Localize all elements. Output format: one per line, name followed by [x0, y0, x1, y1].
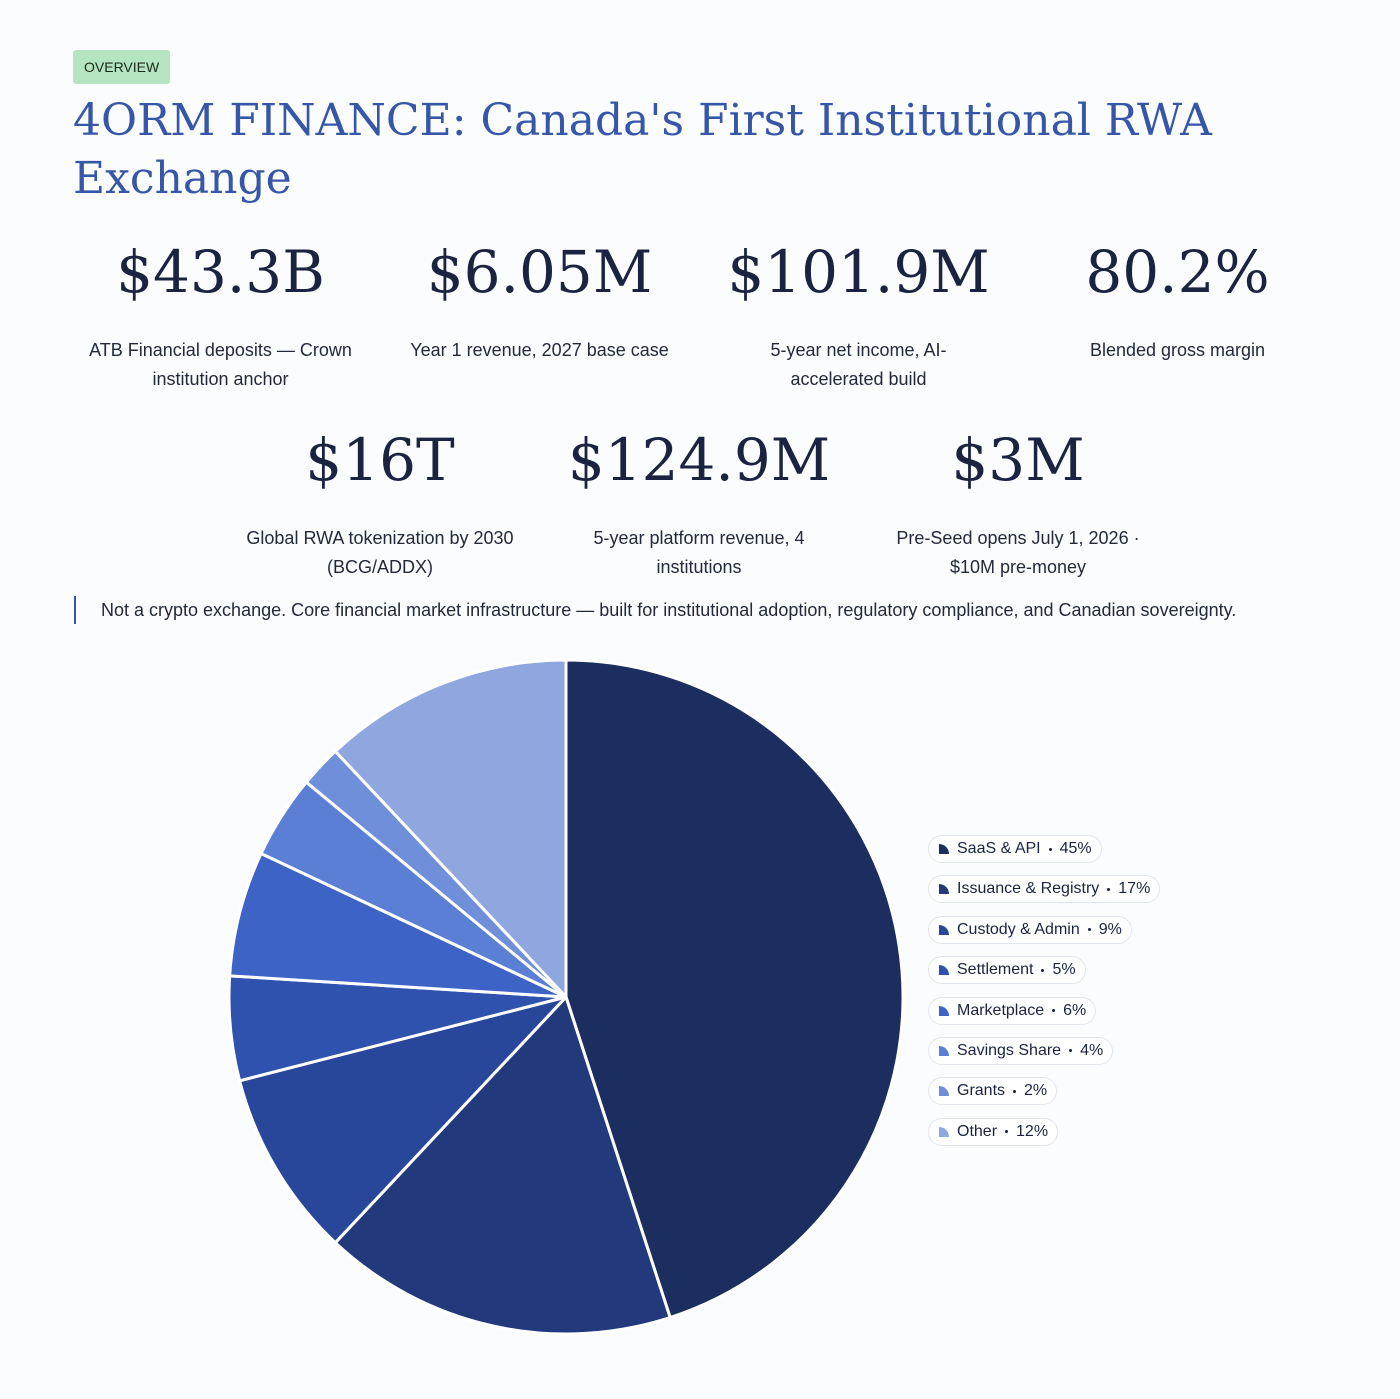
legend-item: Savings Share 4%	[928, 1036, 1114, 1065]
legend-separator	[1087, 928, 1091, 932]
legend-swatch-shape	[939, 884, 949, 895]
stat-value: $124.9M	[567, 426, 831, 494]
legend-label: Marketplace	[957, 1001, 1045, 1019]
legend-label: Custody & Admin	[957, 920, 1080, 938]
legend-value: 9%	[1098, 920, 1122, 938]
pie-slice	[333, 995, 672, 1336]
legend: SaaS & API 45% Issuance & Registry 17% Custo…	[928, 835, 1161, 1146]
stat-value: $101.9M	[727, 238, 990, 306]
legend-swatch-shape	[939, 1005, 949, 1016]
stat-label: Global RWA tokenization by 2030 (BCG/ADD…	[246, 528, 514, 577]
legend-label: Grants	[957, 1082, 1006, 1100]
stat: $43.3B ATB Financial deposits — Crown ins…	[61, 236, 380, 394]
legend-swatch-shape	[939, 1126, 949, 1137]
legend-item: Issuance & Registry 17%	[928, 875, 1161, 904]
legend-value: 5%	[1052, 961, 1076, 979]
legend-item: Settlement 5%	[928, 956, 1086, 985]
legend-separator	[1052, 1009, 1056, 1013]
legend-swatch	[939, 1005, 949, 1016]
title: 4ORM FINANCE: Canada's First Institution…	[73, 95, 1212, 204]
legend-separator	[1048, 847, 1052, 851]
legend-swatch	[939, 924, 949, 935]
stat-value: $43.3B	[116, 238, 325, 306]
stat: 80.2% Blended gross margin	[1018, 236, 1337, 394]
pie-chart	[227, 658, 905, 1336]
legend-swatch	[939, 965, 949, 976]
stat-value: $16T	[305, 426, 455, 494]
badge: OVERVIEW	[73, 50, 171, 84]
stat-label: ATB Financial deposits — Crown instituti…	[89, 340, 352, 389]
pie-slice	[238, 995, 568, 1245]
legend-label: SaaS & API	[957, 840, 1041, 857]
legend-swatch	[939, 884, 949, 895]
legend-label: Savings Share	[957, 1041, 1062, 1059]
legend-swatch	[939, 1045, 949, 1056]
legend-separator	[1005, 1130, 1009, 1134]
stat-value: 80.2%	[1085, 238, 1270, 306]
legend-value: 4%	[1080, 1041, 1104, 1059]
legend-item: SaaS & API 45%	[928, 835, 1102, 863]
legend-label: Issuance & Registry	[957, 880, 1100, 898]
legend-swatch-shape	[939, 844, 949, 854]
stat-row: $43.3B ATB Financial deposits — Crown ins…	[61, 236, 1337, 394]
legend-item: Marketplace 6%	[928, 996, 1097, 1025]
stat: $16T Global RWA tokenization by 2030 (BCG…	[221, 424, 540, 582]
stat-value: $6.05M	[426, 238, 653, 306]
pie-slice	[333, 658, 568, 999]
legend-separator	[1069, 1049, 1073, 1053]
legend-item: Custody & Admin 9%	[928, 915, 1132, 944]
legend-swatch	[939, 1086, 949, 1097]
legend-value: 6%	[1063, 1001, 1087, 1019]
legend-value: 17%	[1118, 880, 1151, 898]
pie-slice	[564, 658, 905, 1320]
stat: $124.9M 5-year platform revenue, 4 instit…	[540, 424, 859, 582]
legend-item: Grants 2%	[928, 1077, 1058, 1106]
stat-label: Pre-Seed opens July 1, 2026 · $10M pre-m…	[896, 528, 1140, 577]
legend-swatch-shape	[939, 965, 949, 976]
legend-value: 12%	[1016, 1122, 1049, 1140]
legend-swatch	[939, 1126, 949, 1137]
stat: $101.9M 5-year net income, AI-accelerated…	[699, 236, 1018, 394]
legend-swatch-shape	[939, 924, 949, 935]
legend-value: 2%	[1024, 1082, 1048, 1100]
legend-label: Other	[957, 1122, 998, 1140]
legend-separator	[1013, 1089, 1017, 1093]
legend-value: 45%	[1059, 840, 1092, 857]
note: Not a crypto exchange. Core financial ma…	[74, 596, 1236, 624]
stat-label: Year 1 revenue, 2027 base case	[410, 340, 669, 360]
stat-row: $16T Global RWA tokenization by 2030 (BCG…	[61, 424, 1337, 582]
stat-label: 5-year platform revenue, 4 institutions	[593, 528, 805, 577]
stat-label: Blended gross margin	[1089, 340, 1266, 360]
legend-label: Settlement	[957, 961, 1034, 979]
legend-swatch-shape	[939, 1086, 949, 1097]
legend-swatch-shape	[939, 1045, 949, 1056]
legend-item: Other 12%	[928, 1117, 1059, 1146]
pie-slice	[228, 852, 568, 999]
stat: $6.05M Year 1 revenue, 2027 base case	[380, 236, 699, 394]
legend-swatch	[939, 844, 949, 854]
stat: $3M Pre-Seed opens July 1, 2026 · $10M pr…	[859, 424, 1178, 582]
stat-value: $3M	[951, 426, 1085, 494]
stat-label: 5-year net income, AI-accelerated build	[770, 340, 947, 389]
legend-separator	[1041, 968, 1045, 972]
legend-separator	[1107, 887, 1111, 891]
